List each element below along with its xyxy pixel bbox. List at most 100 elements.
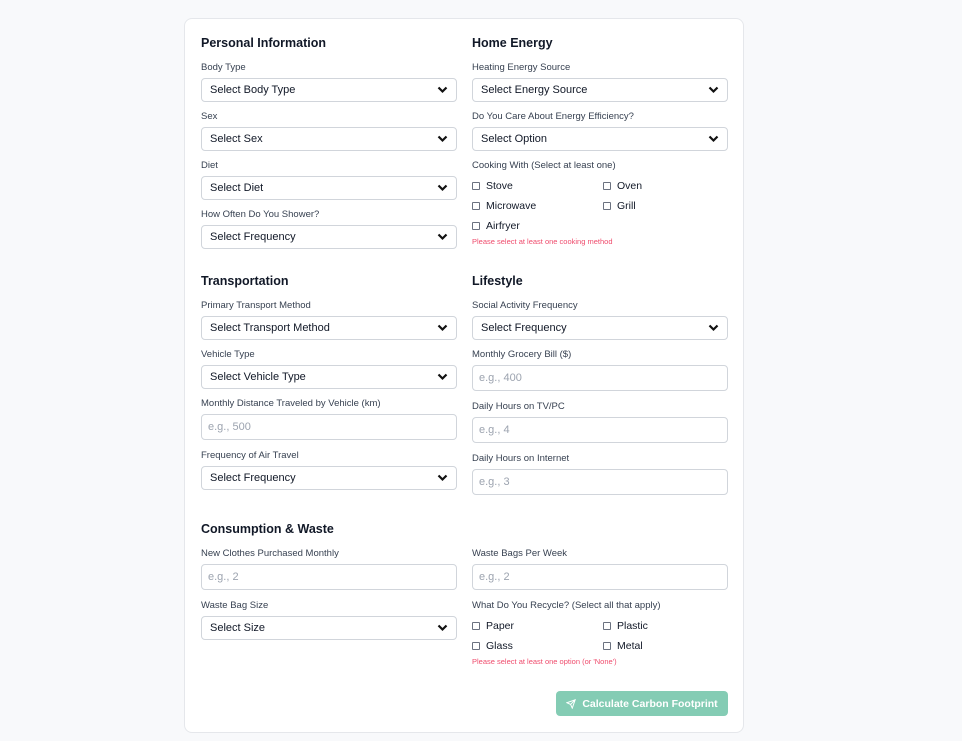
daily-hours-on-tv-pc-input[interactable]: e.g., 4 [472,417,728,443]
selected-value: Select Frequency [210,472,296,484]
chevron-down-icon [437,474,448,482]
chevron-down-icon [437,86,448,94]
selected-value: Select Sex [210,133,263,145]
monthly-grocery-bill-input[interactable]: e.g., 400 [472,365,728,391]
field-monthly-grocery-bill: Monthly Grocery Bill ($) e.g., 400 [472,348,728,391]
checkbox-microwave[interactable]: Microwave [472,196,603,216]
checkbox-oven[interactable]: Oven [603,176,728,196]
field-label: Vehicle Type [201,349,255,360]
chevron-down-icon [437,624,448,632]
checkbox-metal[interactable]: Metal [603,636,728,656]
field-label: Frequency of Air Travel [201,450,299,461]
send-icon [566,698,577,709]
primary-transport-method-select[interactable]: Select Transport Method [201,316,457,340]
field-label: New Clothes Purchased Monthly [201,548,339,559]
checkbox-icon[interactable] [603,622,611,630]
daily-hours-on-internet-input[interactable]: e.g., 3 [472,469,728,495]
vehicle-type-select[interactable]: Select Vehicle Type [201,365,457,389]
selected-value: Select Body Type [210,84,296,96]
selected-value: Select Frequency [210,231,296,243]
body-type-select[interactable]: Select Body Type [201,78,457,102]
field-label: Daily Hours on Internet [472,453,570,464]
checkbox-group: Stove Oven Microwave Grill Airfryer [472,176,728,236]
field-what-do-you-recycle-select-all-that-apply: What Do You Recycle? (Select all that ap… [472,599,728,668]
checkbox-label: Grill [617,200,636,212]
checkbox-label: Plastic [617,620,648,632]
field-body-type: Body Type Select Body Type [201,61,457,102]
section-home-energy: Home Energy Heating Energy Source Select E… [472,35,728,273]
frequency-of-air-travel-select[interactable]: Select Frequency [201,466,457,490]
field-label: Primary Transport Method [201,300,311,311]
checkbox-label: Oven [617,180,643,192]
social-activity-frequency-select[interactable]: Select Frequency [472,316,728,340]
calculate-button[interactable]: Calculate Carbon Footprint [556,691,728,716]
heating-energy-source-select[interactable]: Select Energy Source [472,78,728,102]
field-social-activity-frequency: Social Activity Frequency Select Frequenc… [472,299,728,340]
field-do-you-care-about-energy-efficiency: Do You Care About Energy Efficiency? Sele… [472,110,728,151]
chevron-down-icon [437,373,448,381]
checkbox-label: Microwave [486,200,537,212]
selected-value: Select Energy Source [481,84,588,96]
field-monthly-distance-traveled-by-vehicle-km: Monthly Distance Traveled by Vehicle (km… [201,397,457,440]
do-you-care-about-energy-efficiency-select[interactable]: Select Option [472,127,728,151]
chevron-down-icon [437,324,448,332]
checkbox-plastic[interactable]: Plastic [603,616,728,636]
checkbox-paper[interactable]: Paper [472,616,603,636]
selected-value: Select Transport Method [210,322,330,334]
field-how-often-do-you-shower: How Often Do You Shower? Select Frequency [201,208,457,249]
field-label: Do You Care About Energy Efficiency? [472,111,634,122]
checkbox-icon[interactable] [603,182,611,190]
field-label: Body Type [201,62,246,73]
input-placeholder: e.g., 500 [208,421,251,433]
chevron-down-icon [437,135,448,143]
checkbox-icon[interactable] [472,222,480,230]
chevron-down-icon [437,184,448,192]
new-clothes-purchased-monthly-input[interactable]: e.g., 2 [201,564,457,590]
field-label: What Do You Recycle? (Select all that ap… [472,600,661,611]
error-message: Please select at least one cooking metho… [472,237,613,246]
chevron-down-icon [708,135,719,143]
diet-select[interactable]: Select Diet [201,176,457,200]
checkbox-label: Paper [486,620,515,632]
checkbox-icon[interactable] [472,202,480,210]
how-often-do-you-shower-select[interactable]: Select Frequency [201,225,457,249]
field-label: Daily Hours on TV/PC [472,401,565,412]
field-label: Waste Bags Per Week [472,548,568,559]
section-transportation: Transportation Primary Transport Method Se… [201,273,457,521]
field-daily-hours-on-tv-pc: Daily Hours on TV/PC e.g., 4 [472,400,728,443]
checkbox-label: Glass [486,640,513,652]
checkbox-icon[interactable] [603,642,611,650]
section-heading: Consumption & Waste [201,522,334,536]
field-primary-transport-method: Primary Transport Method Select Transport… [201,299,457,340]
checkbox-airfryer[interactable]: Airfryer [472,216,603,236]
section-waste: Waste Bags Per Week e.g., 2 What Do You Re… [472,521,728,676]
sex-select[interactable]: Select Sex [201,127,457,151]
checkbox-icon[interactable] [603,202,611,210]
input-placeholder: e.g., 2 [479,571,510,583]
selected-value: Select Vehicle Type [210,371,306,383]
field-frequency-of-air-travel: Frequency of Air Travel Select Frequency [201,449,457,490]
field-label: Waste Bag Size [201,600,269,611]
waste-bags-per-week-input[interactable]: e.g., 2 [472,564,728,590]
checkbox-icon[interactable] [472,182,480,190]
field-label: Monthly Distance Traveled by Vehicle (km… [201,398,381,409]
form-row: Transportation Primary Transport Method Se… [201,273,728,521]
error-message: Please select at least one option (or 'N… [472,657,617,666]
waste-bag-size-select[interactable]: Select Size [201,616,457,640]
calculate-button-label: Calculate Carbon Footprint [582,697,718,710]
field-label: Cooking With (Select at least one) [472,160,616,171]
section-heading: Lifestyle [472,274,523,288]
section-heading: Home Energy [472,36,553,50]
field-label: Sex [201,111,218,122]
checkbox-glass[interactable]: Glass [472,636,603,656]
selected-value: Select Size [210,622,266,634]
input-placeholder: e.g., 3 [479,476,510,488]
field-sex: Sex Select Sex [201,110,457,151]
monthly-distance-traveled-by-vehicle-km-input[interactable]: e.g., 500 [201,414,457,440]
checkbox-icon[interactable] [472,642,480,650]
section-heading [472,521,728,537]
checkbox-icon[interactable] [472,622,480,630]
checkbox-grill[interactable]: Grill [603,196,728,216]
checkbox-stove[interactable]: Stove [472,176,603,196]
field-vehicle-type: Vehicle Type Select Vehicle Type [201,348,457,389]
